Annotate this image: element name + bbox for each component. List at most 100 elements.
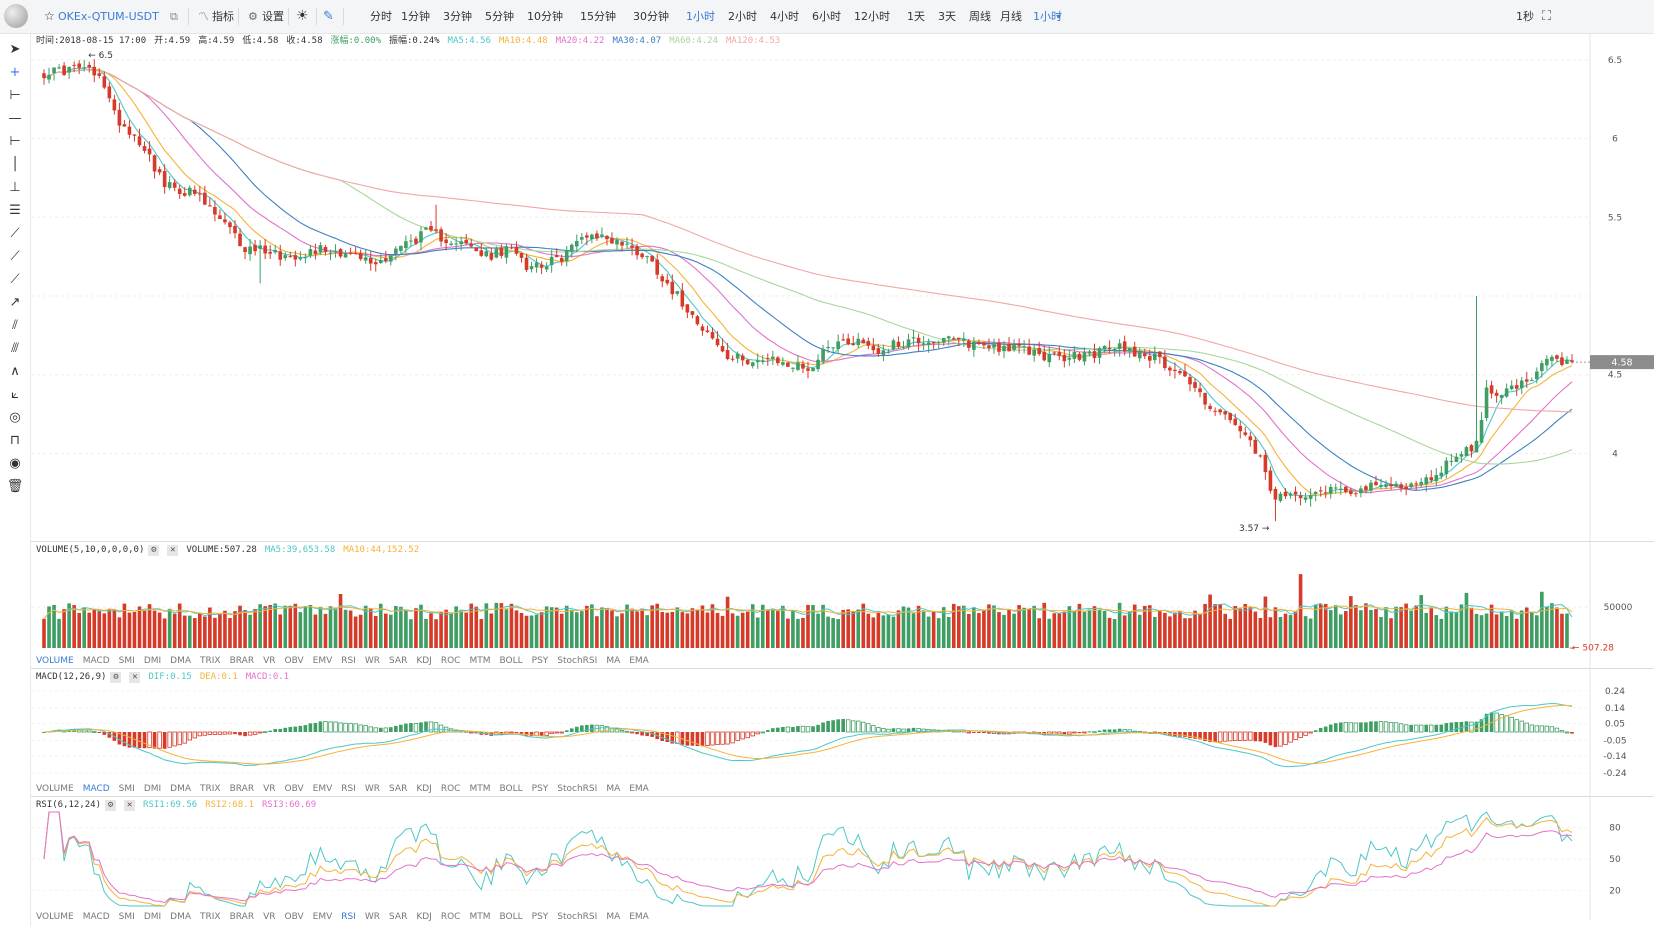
fibonacci-spiral-icon[interactable]: ◎	[9, 410, 21, 425]
magnet-icon[interactable]: ⊓	[9, 433, 21, 448]
interval-tab[interactable]: 5分钟	[485, 10, 514, 23]
indicator-tab[interactable]: DMI	[143, 784, 162, 794]
indicator-tab[interactable]: MACD	[82, 912, 110, 922]
indicator-tab[interactable]: RSI	[341, 656, 356, 666]
indicator-tab[interactable]: BRAR	[229, 656, 255, 666]
interval-tab[interactable]: 3天	[938, 10, 956, 23]
indicator-tab[interactable]: StochRSI	[557, 656, 598, 666]
indicator-tab[interactable]: EMV	[312, 784, 333, 794]
gear-icon[interactable]: ⚙	[248, 10, 258, 23]
indicator-tab[interactable]: DMA	[170, 912, 192, 922]
theme-sun-icon[interactable]: ☀	[296, 8, 309, 24]
indicator-tab[interactable]: DMA	[170, 656, 192, 666]
horizontal-line-icon[interactable]: —	[8, 111, 22, 126]
interval-tab[interactable]: 6小时	[812, 10, 841, 23]
indicator-tab[interactable]: VR	[263, 656, 276, 666]
indicator-tab[interactable]: BOLL	[499, 656, 523, 666]
indicator-tab[interactable]: SMI	[118, 784, 135, 794]
indicator-tab[interactable]: TRIX	[200, 912, 221, 922]
indicator-tab[interactable]: ROC	[440, 912, 461, 922]
interval-tab[interactable]: 3分钟	[443, 10, 472, 23]
indicator-tab[interactable]: RSI	[341, 784, 356, 794]
refresh-interval[interactable]: 1秒	[1516, 10, 1534, 23]
gann-fan-icon[interactable]: ⟀	[11, 387, 19, 402]
macd-settings-gear-icon[interactable]: ⚙	[110, 672, 122, 683]
indicator-tab[interactable]: WR	[364, 912, 381, 922]
parallel-channel-icon[interactable]: ⫽	[12, 318, 18, 333]
interval-tab[interactable]: 2小时	[728, 10, 757, 23]
fullscreen-icon[interactable]: ⛶	[1542, 9, 1552, 24]
indicator-tab[interactable]: VOLUME	[36, 912, 74, 922]
ray-line-icon[interactable]: ⟋	[10, 249, 20, 264]
indicator-tab[interactable]: SMI	[118, 656, 135, 666]
horizontal-segment-icon[interactable]: ⊢	[9, 88, 21, 103]
volume-settings-gear-icon[interactable]: ⚙	[148, 545, 160, 556]
vertical-line-icon[interactable]: │	[11, 157, 19, 172]
indicator-tab[interactable]: MACD	[82, 656, 110, 666]
indicator-tab[interactable]: PSY	[531, 656, 549, 666]
indicator-tab[interactable]: KDJ	[416, 912, 432, 922]
indicator-tab[interactable]: OBV	[284, 656, 304, 666]
indicator-tab[interactable]: MTM	[469, 784, 491, 794]
indicator-tab[interactable]: MA	[606, 912, 621, 922]
indicator-tab[interactable]: SAR	[389, 656, 408, 666]
indicator-tab[interactable]: TRIX	[200, 656, 221, 666]
interval-tab[interactable]: 1分钟	[401, 10, 430, 23]
indicator-tab[interactable]: VOLUME	[36, 784, 74, 794]
indicator-tab[interactable]: KDJ	[416, 656, 432, 666]
indicator-tab[interactable]: BRAR	[229, 784, 255, 794]
interval-tab[interactable]: 1天	[907, 10, 925, 23]
interval-tab[interactable]: 30分钟	[633, 10, 669, 23]
trash-icon[interactable]: 🗑	[6, 479, 24, 494]
rsi-settings-gear-icon[interactable]: ⚙	[105, 800, 117, 811]
indicator-tab[interactable]: ROC	[440, 656, 461, 666]
indicator-tab[interactable]: SAR	[389, 912, 408, 922]
chevron-down-icon[interactable]: ▾	[1057, 12, 1062, 21]
indicator-tab[interactable]: WR	[364, 656, 381, 666]
indicator-tab[interactable]: DMI	[143, 912, 162, 922]
parallel-lines-icon[interactable]: ☰	[9, 203, 21, 218]
indicator-tab[interactable]: MACD	[82, 784, 110, 794]
horizontal-ray-icon[interactable]: ⊢	[9, 134, 21, 149]
settings-button[interactable]: 设置	[262, 10, 284, 23]
interval-dropdown[interactable]: 1小时	[1033, 10, 1062, 23]
favorite-star-icon[interactable]: ☆	[44, 9, 55, 23]
indicator-tab[interactable]: EMV	[312, 656, 333, 666]
indicator-tab[interactable]: PSY	[531, 784, 549, 794]
indicator-tab[interactable]: BOLL	[499, 784, 523, 794]
indicator-tab[interactable]: TRIX	[200, 784, 221, 794]
indicator-tab[interactable]: VOLUME	[36, 656, 74, 666]
indicator-tab[interactable]: OBV	[284, 784, 304, 794]
interval-tab[interactable]: 12小时	[854, 10, 890, 23]
indicator-tab[interactable]: VR	[263, 784, 276, 794]
visibility-eye-icon[interactable]: ◉	[9, 456, 21, 471]
indicator-tab[interactable]: MA	[606, 656, 621, 666]
indicator-tab[interactable]: RSI	[341, 912, 356, 922]
extended-line-icon[interactable]: ⟋	[10, 272, 20, 287]
indicator-tab[interactable]: BRAR	[229, 912, 255, 922]
indicator-tab[interactable]: EMA	[629, 912, 649, 922]
indicator-tab[interactable]: WR	[364, 784, 381, 794]
cursor-arrow-icon[interactable]: ➤	[9, 42, 21, 57]
indicator-tab[interactable]: ROC	[440, 784, 461, 794]
interval-tab[interactable]: 10分钟	[527, 10, 563, 23]
indicator-tab[interactable]: EMA	[629, 784, 649, 794]
crosshair-icon[interactable]: +	[9, 65, 21, 80]
indicator-tab[interactable]: DMI	[143, 656, 162, 666]
indicator-tab[interactable]: DMA	[170, 784, 192, 794]
arrow-line-icon[interactable]: ↗	[9, 295, 21, 310]
indicator-tab[interactable]: PSY	[531, 912, 549, 922]
interval-tab[interactable]: 15分钟	[580, 10, 616, 23]
volume-close-icon[interactable]: ✕	[167, 545, 179, 556]
indicator-tab[interactable]: SMI	[118, 912, 135, 922]
indicator-tab[interactable]: VR	[263, 912, 276, 922]
interval-tab[interactable]: 4小时	[770, 10, 799, 23]
triangle-pattern-icon[interactable]: ∧	[10, 364, 20, 379]
draw-pen-icon[interactable]: ✎	[323, 9, 334, 24]
indicator-tab[interactable]: StochRSI	[557, 784, 598, 794]
interval-tab[interactable]: 周线	[969, 10, 991, 23]
indicator-tab[interactable]: KDJ	[416, 784, 432, 794]
indicators-button[interactable]: 指标	[212, 10, 234, 23]
rsi-close-icon[interactable]: ✕	[124, 800, 136, 811]
indicator-tab[interactable]: BOLL	[499, 912, 523, 922]
